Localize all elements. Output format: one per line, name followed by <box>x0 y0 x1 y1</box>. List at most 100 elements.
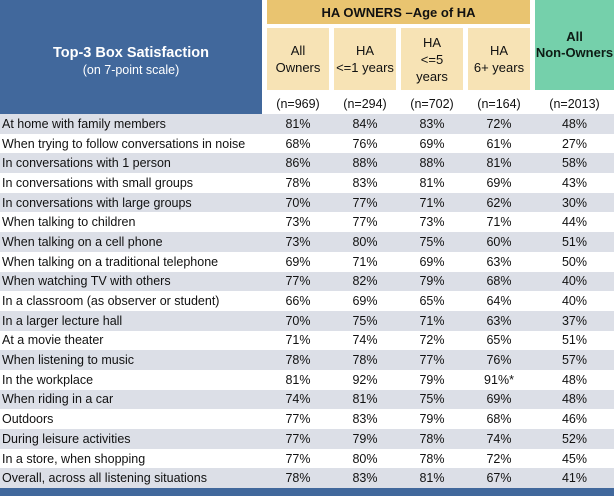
table-cell: 81% <box>468 153 530 174</box>
table-cell: 72% <box>468 114 530 134</box>
table-cell: 68% <box>486 412 512 427</box>
row-label: When listening to music <box>0 350 262 370</box>
row-spacer <box>329 429 334 449</box>
table-subtitle: (on 7-point scale) <box>82 63 180 77</box>
table-cell: 63% <box>486 254 512 269</box>
table-cell: 81% <box>401 468 463 489</box>
row-label: Overall, across all listening situations <box>0 468 262 489</box>
row-spacer <box>463 350 468 370</box>
table-cell: 69% <box>352 294 378 309</box>
col-header-line: HA <box>355 43 375 58</box>
row-spacer <box>530 350 535 370</box>
table-cell: 72% <box>419 333 445 348</box>
table-cell: 77% <box>285 412 311 427</box>
table-cell: 70% <box>267 192 329 213</box>
table-cell: 69% <box>486 175 512 190</box>
row-spacer <box>262 350 267 370</box>
table-cell: 92% <box>352 372 378 387</box>
table-cell: 51% <box>561 333 588 348</box>
table-cell: 80% <box>334 232 396 252</box>
row-spacer <box>329 192 334 213</box>
row-label: When riding in a car <box>0 389 262 410</box>
table-cell: 44% <box>561 215 588 230</box>
row-spacer <box>530 429 535 449</box>
row-spacer <box>329 468 334 489</box>
row-spacer <box>262 468 267 489</box>
table-cell: 71% <box>401 310 463 331</box>
table-cell: 79% <box>401 271 463 292</box>
col-header-line: <=5 <box>420 51 444 67</box>
table-cell: 65% <box>419 294 445 309</box>
row-spacer <box>463 389 468 410</box>
col-header-line: Non-Owners <box>535 45 614 60</box>
row-spacer <box>262 310 267 331</box>
table-cell: 78% <box>401 429 463 449</box>
row-label: In conversations with 1 person <box>0 153 262 174</box>
table-cell: 40% <box>561 294 588 309</box>
col-header-line: years <box>416 68 448 84</box>
table-cell: 91%* <box>484 372 514 387</box>
table-cell: 79% <box>419 412 445 427</box>
table-cell: 69% <box>285 254 311 269</box>
row-spacer <box>530 389 535 410</box>
table-cell: 77% <box>352 215 378 230</box>
table-cell: 69% <box>419 136 445 151</box>
table-cell: 46% <box>561 412 588 427</box>
table-cell: 74% <box>267 389 329 410</box>
row-spacer <box>530 468 535 489</box>
table-cell: 81% <box>267 114 329 134</box>
table-cell: 70% <box>267 310 329 331</box>
col-header-line: Owners <box>275 60 321 75</box>
row-spacer <box>329 271 334 292</box>
table-cell: 88% <box>401 153 463 174</box>
row-spacer <box>396 271 401 292</box>
row-label: During leisure activities <box>0 429 262 449</box>
row-spacer <box>329 232 334 252</box>
row-label: In a classroom (as observer or student) <box>2 294 220 309</box>
col-header-line: HA <box>489 43 509 58</box>
table-cell: 71% <box>401 192 463 213</box>
table-cell: 73% <box>419 215 445 230</box>
table-cell: 76% <box>468 350 530 370</box>
table-title: Top-3 Box Satisfaction <box>52 45 210 61</box>
row-spacer <box>396 429 401 449</box>
table-cell: 69% <box>419 254 445 269</box>
row-spacer <box>530 232 535 252</box>
table-cell: 79% <box>419 372 445 387</box>
row-label: When trying to follow conversations in n… <box>2 136 246 151</box>
table-cell: 48% <box>535 389 614 410</box>
table-cell: 61% <box>486 136 512 151</box>
row-spacer <box>396 232 401 252</box>
table-cell: 63% <box>468 310 530 331</box>
table-cell: 76% <box>352 136 378 151</box>
table-cell: 73% <box>285 215 311 230</box>
row-spacer <box>463 310 468 331</box>
row-spacer <box>530 114 535 134</box>
table-cell: 30% <box>535 192 614 213</box>
row-spacer <box>329 114 334 134</box>
col-header-non-owners: All Non-Owners <box>535 0 614 90</box>
table-cell: 77% <box>401 350 463 370</box>
row-label: In a store, when shopping <box>2 451 146 466</box>
table-cell: 78% <box>285 175 311 190</box>
table-cell: 68% <box>285 136 311 151</box>
row-spacer <box>262 114 267 134</box>
col-header-all-owners: All Owners <box>267 28 329 90</box>
table-cell: 60% <box>468 232 530 252</box>
table-cell: 73% <box>267 232 329 252</box>
row-spacer <box>530 153 535 174</box>
table-cell: 71% <box>285 333 311 348</box>
row-spacer <box>463 192 468 213</box>
table-cell: 58% <box>535 153 614 174</box>
table-cell: 66% <box>285 294 311 309</box>
row-spacer <box>463 232 468 252</box>
table-cell: 68% <box>468 271 530 292</box>
row-label: In conversations with small groups <box>2 175 194 190</box>
row-spacer <box>396 350 401 370</box>
table-cell: 43% <box>561 175 588 190</box>
table-cell: 51% <box>535 232 614 252</box>
sample-size: (n=702) <box>401 94 463 114</box>
row-label: When watching TV with others <box>0 271 262 292</box>
table-cell: 77% <box>267 429 329 449</box>
